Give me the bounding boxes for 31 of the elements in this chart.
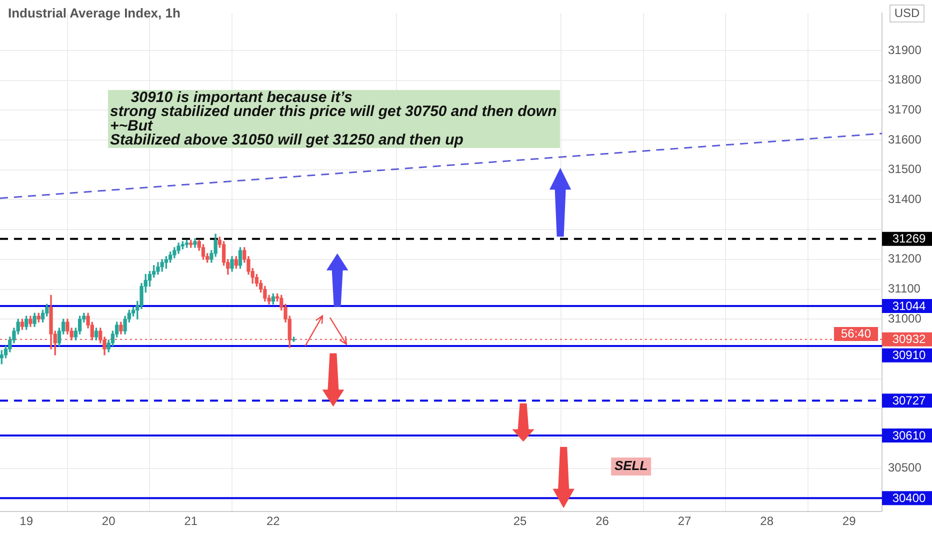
x-tick-label: 28: [760, 514, 774, 528]
ref-line-label: 30400: [892, 490, 926, 505]
x-tick-label: 26: [596, 514, 610, 528]
y-tick-label: 31700: [888, 102, 922, 117]
x-tick-label: 29: [842, 514, 856, 528]
y-tick-label: 31900: [888, 42, 922, 57]
x-tick-label: 19: [20, 514, 34, 528]
chart-title: Industrial Average Index, 1h: [8, 6, 180, 21]
y-tick-label: 30500: [888, 460, 922, 475]
x-tick-label: 27: [678, 514, 692, 528]
annotation: 30910 is important because it’s strong stabilized under this price will get 30750 and then down +~But Stabilized above 31050 will get 31250 and then up: [110, 88, 557, 149]
y-tick-label: 31800: [888, 72, 922, 87]
ref-line-label: 30727: [892, 393, 926, 408]
ref-line-label: 31044: [892, 298, 926, 313]
x-tick-label: 21: [184, 514, 198, 528]
x-tick-label: 25: [513, 514, 527, 528]
annotation: SELL: [614, 458, 648, 474]
text: USD: [894, 6, 920, 20]
y-tick-label: 31400: [888, 192, 922, 206]
y-tick-label: 31500: [888, 162, 922, 176]
ref-line-label: 30932: [892, 332, 926, 346]
x-tick-label: 22: [266, 514, 280, 528]
ref-line-label: 30610: [892, 428, 926, 442]
y-tick-label: 31100: [888, 282, 921, 296]
ref-line-label: 31269: [892, 232, 926, 246]
y-tick-label: 31200: [888, 252, 922, 266]
ref-line-label: 30910: [892, 348, 926, 362]
y-tick-label: 31000: [888, 311, 922, 326]
annotation: 56:40: [840, 326, 872, 340]
x-tick-label: 20: [102, 514, 116, 528]
y-tick-label: 31600: [888, 132, 922, 146]
